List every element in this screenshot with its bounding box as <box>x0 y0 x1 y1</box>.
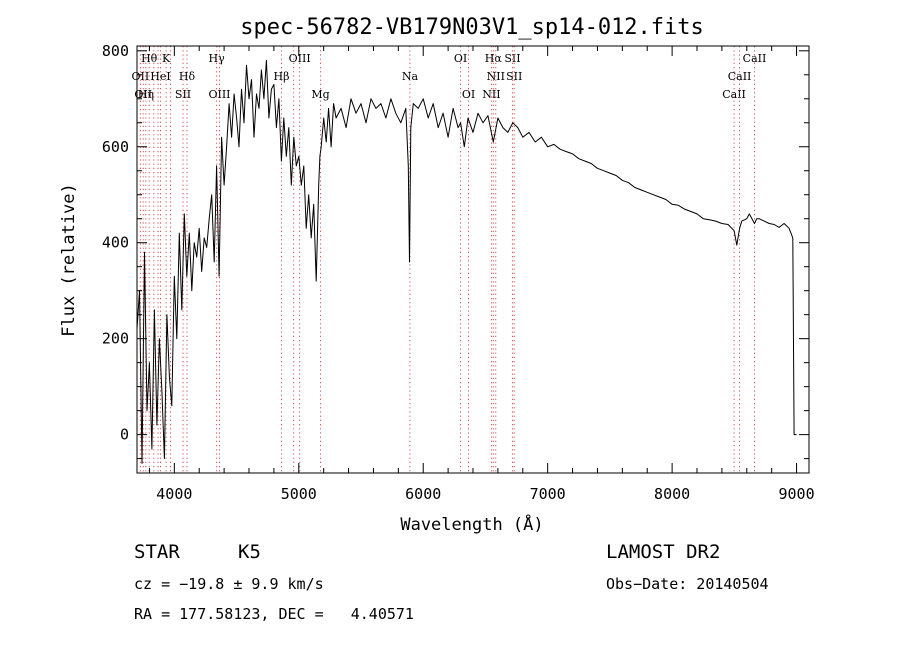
x-axis-label: Wavelength (Å) <box>400 513 543 535</box>
plot-frame <box>136 45 810 474</box>
line-marker-label: OII <box>134 88 152 101</box>
line-marker-label: CaII <box>722 88 746 101</box>
line-marker-label: SII <box>504 52 520 65</box>
y-tick-label: 400 <box>102 234 129 252</box>
y-axis: 0 200 400 600 800 <box>102 42 809 460</box>
line-marker-label: OI <box>462 88 475 101</box>
x-tick-label: 9000 <box>778 485 814 503</box>
line-marker-label: OI <box>454 52 467 65</box>
redshift-velocity: cz = −19.8 ± 9.9 km/s <box>134 575 324 593</box>
line-marker-label: HeI <box>150 70 170 83</box>
line-marker-label: Hβ <box>274 70 290 83</box>
line-marker-label: CaII <box>743 52 767 65</box>
object-subclass: K5 <box>238 541 261 563</box>
line-marker-label: Hδ <box>179 70 196 83</box>
x-tick-label: 7000 <box>530 485 566 503</box>
line-marker-label: Na <box>402 70 419 83</box>
survey-name: LAMOST DR2 <box>606 541 721 563</box>
line-marker-label: Hη <box>138 88 154 101</box>
object-class: STAR <box>134 541 180 563</box>
series-group <box>136 59 797 464</box>
spectrum-line <box>136 59 797 464</box>
line-marker-label: SII <box>175 88 191 101</box>
line-marker-label: OII <box>132 70 150 83</box>
x-tick-label: 8000 <box>654 485 690 503</box>
line-marker-label: NII <box>487 70 505 83</box>
x-tick-label: 6000 <box>405 485 441 503</box>
x-tick-label: 4000 <box>156 485 192 503</box>
line-marker-label: Hθ <box>141 52 158 65</box>
line-marker-label: Hγ <box>209 52 226 65</box>
line-marker-label: OIII <box>208 88 230 101</box>
line-marker-label: SII <box>506 70 522 83</box>
y-tick-label: 600 <box>102 138 129 156</box>
x-tick-label: 5000 <box>281 485 317 503</box>
y-axis-label: Flux (relative) <box>59 183 79 337</box>
y-tick-label: 800 <box>102 42 129 60</box>
line-marker-label: CaII <box>728 70 752 83</box>
coordinates: RA = 177.58123, DEC = 4.40571 <box>134 605 414 623</box>
line-marker-label: Hα <box>485 52 503 65</box>
line-marker-label: K <box>162 52 171 65</box>
chart-title: spec-56782-VB179N03V1_sp14-012.fits <box>240 15 704 40</box>
line-marker-label: Mg <box>311 88 329 101</box>
observation-date: Obs−Date: 20140504 <box>606 575 769 593</box>
line-marker-label: OIII <box>289 52 311 65</box>
x-axis: 4000 5000 6000 7000 8000 9000 <box>148 46 815 503</box>
y-tick-label: 200 <box>102 330 129 348</box>
line-marker-label: NII <box>482 88 500 101</box>
y-tick-label: 0 <box>120 426 129 444</box>
